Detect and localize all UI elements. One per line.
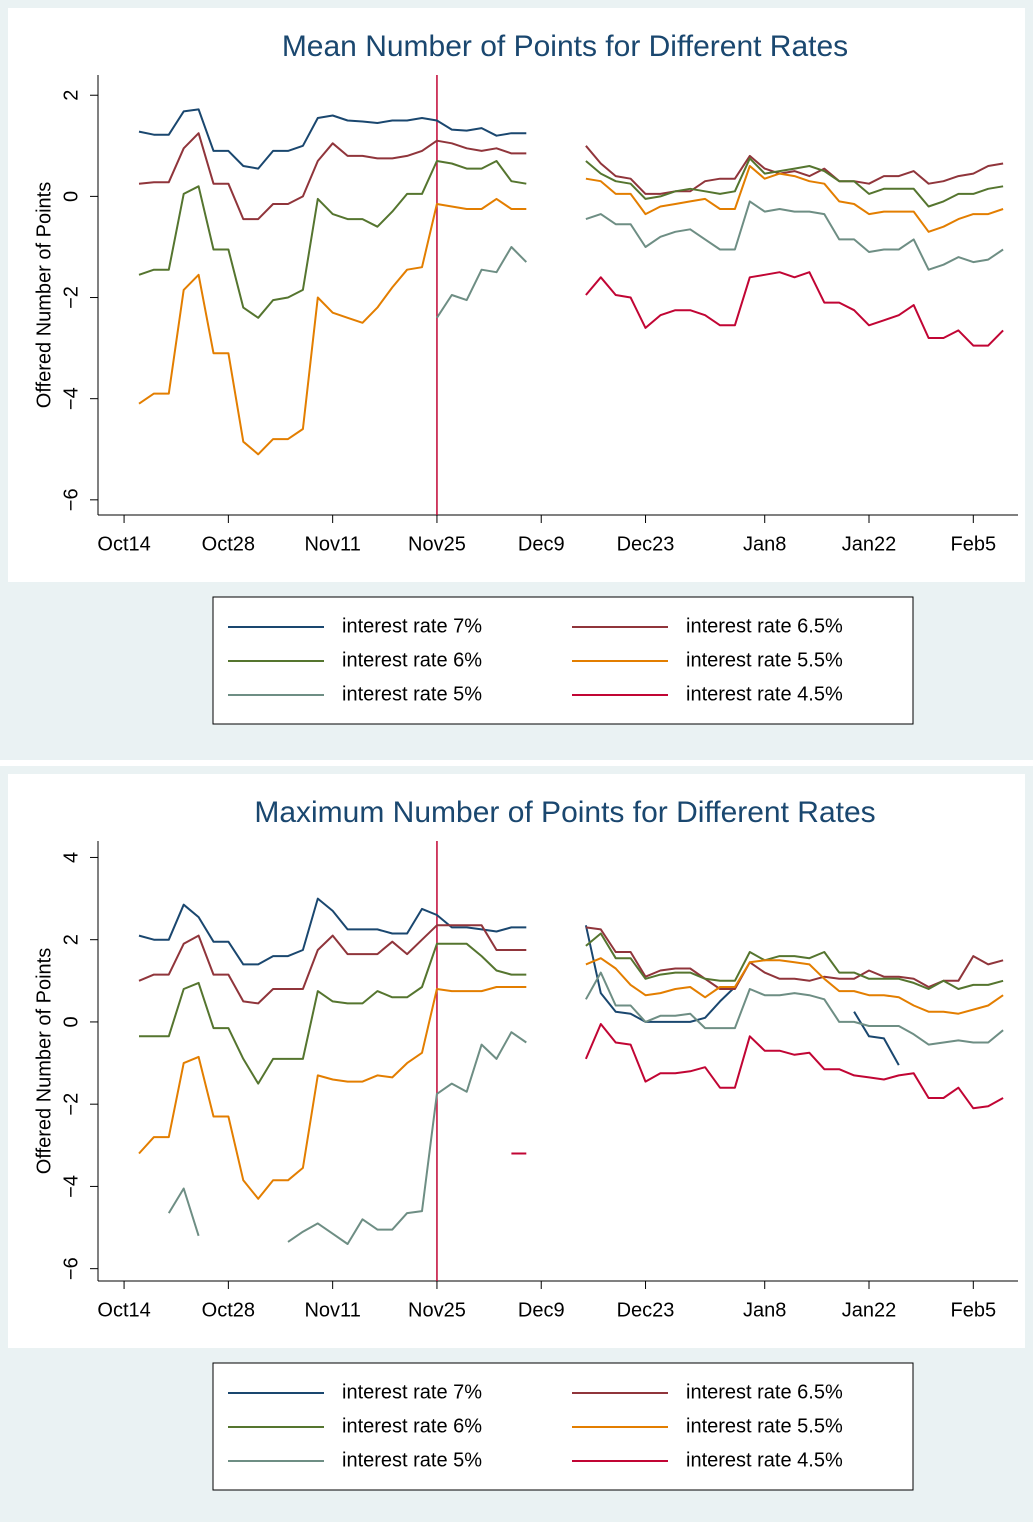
series-line <box>511 1023 1004 1155</box>
x-tick-label: Nov11 <box>304 533 360 555</box>
x-tick-label: Dec23 <box>617 1299 675 1321</box>
legend-label: interest rate 5.5% <box>686 1415 843 1437</box>
y-tick-label: 4 <box>60 852 82 863</box>
x-tick-label: Jan8 <box>743 533 786 555</box>
x-tick-label: Oct28 <box>202 1299 255 1321</box>
chart-title: Mean Number of Points for Different Rate… <box>282 30 848 63</box>
y-tick-label: −4 <box>60 1175 82 1198</box>
y-tick-label: 2 <box>60 934 82 945</box>
x-tick-label: Dec9 <box>518 1299 565 1321</box>
legend-label: interest rate 6.5% <box>686 615 843 637</box>
y-axis-title: Offered Number of Points <box>33 948 55 1174</box>
x-tick-label: Oct14 <box>97 1299 150 1321</box>
x-tick-label: Jan22 <box>842 533 897 555</box>
inner-panel <box>8 774 1025 1348</box>
x-tick-label: Feb5 <box>951 533 997 555</box>
legend-label: interest rate 6% <box>342 1415 482 1437</box>
x-tick-label: Oct28 <box>202 533 255 555</box>
y-tick-label: −2 <box>60 286 82 309</box>
legend-label: interest rate 5% <box>342 1449 482 1471</box>
x-tick-label: Dec9 <box>518 533 565 555</box>
x-tick-label: Nov11 <box>304 1299 360 1321</box>
x-tick-label: Jan8 <box>743 1299 786 1321</box>
series-line <box>139 932 1004 1085</box>
y-tick-label: −6 <box>60 488 82 511</box>
legend-label: interest rate 6% <box>342 649 482 671</box>
series-line <box>138 108 527 170</box>
series-line <box>138 157 1004 319</box>
inner-panel <box>8 8 1025 582</box>
series-line <box>585 271 1004 347</box>
y-tick-label: 2 <box>60 90 82 101</box>
y-axis-title: Offered Number of Points <box>33 182 55 408</box>
legend-box <box>212 596 914 725</box>
legend-label: interest rate 7% <box>342 615 482 637</box>
y-tick-label: −4 <box>60 387 82 410</box>
x-tick-label: Feb5 <box>951 1299 997 1321</box>
series-line <box>138 924 1004 1005</box>
y-tick-label: −6 <box>60 1257 82 1280</box>
y-tick-label: −2 <box>60 1093 82 1116</box>
legend-label: interest rate 5% <box>342 683 482 705</box>
series-line <box>138 132 1004 221</box>
x-tick-label: Oct14 <box>97 533 150 555</box>
x-tick-label: Dec23 <box>617 533 675 555</box>
legend-label: interest rate 7% <box>342 1381 482 1403</box>
legend-label: interest rate 4.5% <box>686 683 843 705</box>
chart-title: Maximum Number of Points for Different R… <box>254 796 875 829</box>
y-tick-label: 0 <box>60 191 82 202</box>
series-line <box>436 200 1004 319</box>
x-tick-label: Nov25 <box>408 1299 466 1321</box>
x-tick-label: Jan22 <box>842 1299 897 1321</box>
series-line <box>138 957 1004 1200</box>
series-line <box>167 971 1004 1245</box>
legend-box <box>212 1362 914 1491</box>
legend-label: interest rate 5.5% <box>686 649 843 671</box>
y-tick-label: 0 <box>60 1016 82 1027</box>
legend-label: interest rate 4.5% <box>686 1449 843 1471</box>
legend-label: interest rate 6.5% <box>686 1381 843 1403</box>
x-tick-label: Nov25 <box>408 533 466 555</box>
series-line <box>138 165 1004 456</box>
